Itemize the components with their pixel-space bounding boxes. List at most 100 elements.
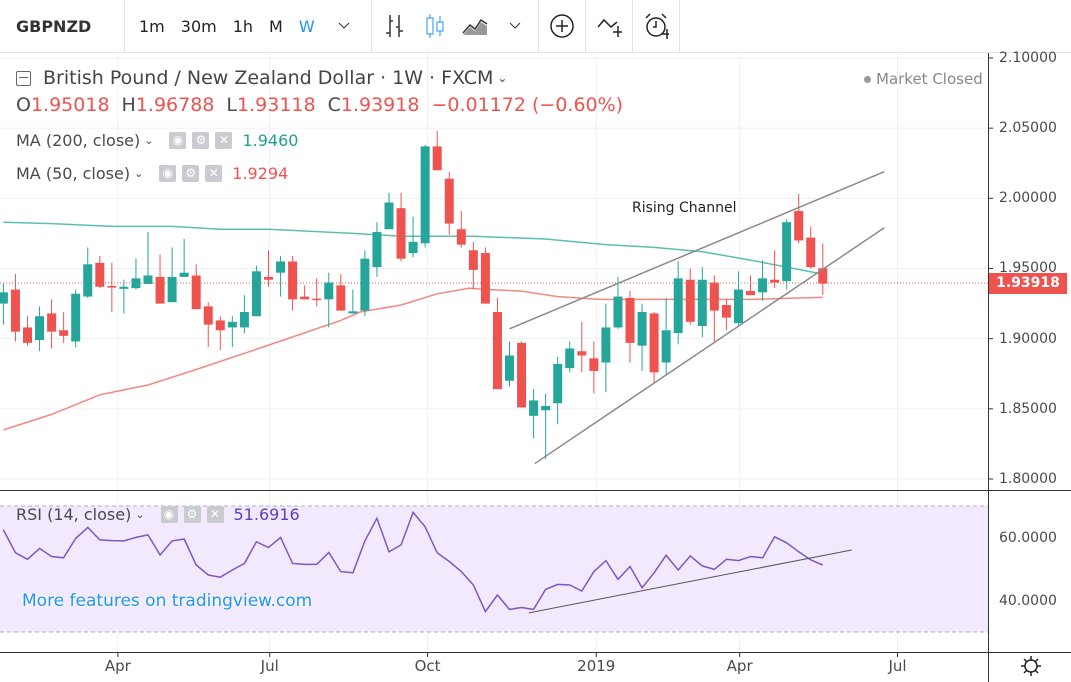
candles-icon[interactable]	[422, 13, 448, 39]
candle	[661, 297, 671, 376]
channel-upper-line[interactable]	[509, 170, 885, 330]
candle-body	[107, 286, 117, 288]
interval-month[interactable]: M	[269, 16, 283, 36]
eye-icon[interactable]: ◉	[159, 165, 177, 182]
candle	[191, 264, 201, 310]
gear-icon[interactable]: ⚙	[183, 506, 201, 523]
candle-body	[505, 355, 514, 381]
candle-body	[119, 286, 129, 289]
close-icon[interactable]: ✕	[206, 506, 224, 523]
candle-body	[131, 278, 141, 289]
interval-week[interactable]: W	[298, 16, 315, 36]
current-price-label: 1.93918	[989, 273, 1067, 294]
candle	[625, 290, 635, 363]
open-label: O	[16, 94, 31, 116]
candle	[71, 289, 81, 348]
chevron-down-icon[interactable]: ⌄	[144, 134, 154, 147]
candle-body	[384, 202, 394, 230]
candle-body	[71, 293, 81, 342]
close-icon[interactable]: ✕	[205, 165, 223, 182]
symbol-button[interactable]: GBPNZD	[16, 16, 92, 36]
series-legend: British Pound / New Zealand Dollar · 1W …	[16, 67, 507, 89]
candle	[806, 226, 816, 269]
low-value: 1.93118	[237, 94, 316, 116]
chevron-down-icon[interactable]	[331, 13, 357, 39]
candle	[372, 222, 382, 277]
interval-1m[interactable]: 1m	[139, 16, 165, 36]
series-title[interactable]: British Pound / New Zealand Dollar · 1W …	[43, 67, 494, 89]
candle-body	[746, 290, 755, 296]
close-icon[interactable]: ✕	[215, 132, 233, 149]
candle-body	[348, 311, 358, 314]
candle-body	[492, 312, 502, 390]
rising-channel-label[interactable]: Rising Channel	[631, 200, 737, 217]
candle	[203, 302, 213, 348]
candle-body	[806, 237, 816, 268]
candle-body	[324, 282, 334, 300]
indicators-icon[interactable]	[596, 13, 622, 39]
tradingview-link[interactable]: More features on tradingview.com	[22, 591, 313, 611]
candle	[601, 303, 611, 392]
candle-body	[589, 358, 599, 371]
candle-body	[143, 275, 153, 284]
time-label: Apr	[726, 657, 753, 675]
rsi-label[interactable]: RSI (14, close)	[16, 505, 132, 524]
candle	[83, 247, 93, 298]
candle	[492, 297, 502, 390]
axis-ticks	[117, 57, 993, 657]
candle	[685, 268, 695, 325]
candle	[782, 219, 792, 290]
candle-body	[444, 178, 454, 224]
candle-body	[10, 289, 20, 332]
candle	[276, 255, 286, 297]
candle-body	[239, 312, 249, 328]
symbol-section[interactable]: GBPNZD	[0, 0, 125, 53]
eye-icon[interactable]: ◉	[160, 506, 178, 523]
candle-body	[47, 313, 57, 332]
alarm-clock-icon[interactable]	[643, 13, 669, 39]
interval-1h[interactable]: 1h	[232, 16, 254, 36]
time-label: Jul	[260, 657, 279, 675]
candle-body	[818, 268, 828, 284]
candle	[529, 389, 539, 439]
trendlines[interactable]	[509, 170, 885, 465]
candle	[444, 171, 454, 235]
chevron-down-icon[interactable]: ⌄	[497, 71, 508, 85]
candle-body	[794, 210, 804, 241]
candle	[179, 239, 189, 277]
indicators-section	[586, 0, 633, 53]
candle-body	[59, 330, 69, 336]
rsi-band-fill	[0, 506, 988, 632]
channel-lower-line[interactable]	[534, 227, 885, 465]
candle	[637, 303, 647, 371]
candle-body	[276, 261, 286, 273]
area-chart-icon[interactable]	[462, 13, 488, 39]
ma200-label[interactable]: MA (200, close)	[16, 131, 141, 150]
bar-chart-icon[interactable]	[382, 13, 408, 39]
eye-icon[interactable]: ◉	[169, 132, 187, 149]
ma200-value: 1.9460	[242, 131, 299, 150]
candle	[384, 192, 394, 230]
ma50-label[interactable]: MA (50, close)	[16, 164, 131, 183]
candle	[396, 192, 406, 262]
gear-icon[interactable]: ⚙	[192, 132, 210, 149]
rsi-trendline[interactable]	[528, 549, 852, 614]
collapse-icon[interactable]	[16, 70, 31, 86]
chevron-down-icon[interactable]: ⌄	[135, 508, 145, 521]
gear-icon[interactable]: ⚙	[182, 165, 200, 182]
price-tick: 1.80000	[999, 471, 1057, 487]
candle	[697, 267, 707, 338]
market-status: Market Closed	[864, 70, 983, 88]
ma200-legend: MA (200, close) ⌄ ◉ ⚙ ✕ 1.9460	[16, 131, 298, 150]
interval-30m[interactable]: 30m	[180, 16, 217, 36]
chevron-down-icon[interactable]: ⌄	[134, 167, 144, 180]
candle-body	[480, 253, 490, 304]
add-compare-icon[interactable]	[549, 13, 575, 39]
candle	[541, 393, 551, 460]
chevron-down-icon[interactable]	[502, 13, 528, 39]
settings-gear-icon[interactable]	[1020, 655, 1042, 681]
candle-body	[167, 276, 177, 303]
candle-body	[95, 262, 105, 287]
candle	[47, 299, 57, 349]
